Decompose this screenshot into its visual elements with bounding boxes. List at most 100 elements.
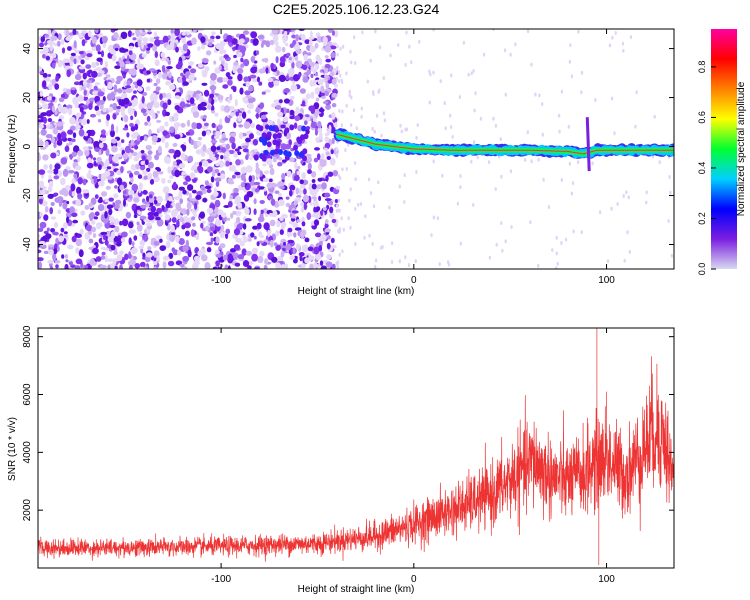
- speckle-dot: [239, 87, 244, 95]
- speckle-dot: [169, 234, 176, 242]
- speckle-dot: [97, 204, 105, 212]
- speckle-dot: [58, 137, 62, 144]
- speckle-dot: [286, 170, 292, 178]
- spectrogram-speckle: [38, 29, 674, 269]
- speckle-dot: [234, 221, 238, 229]
- speckle-dot: [77, 193, 83, 200]
- speckle-dot: [266, 131, 272, 138]
- speckle-dot: [253, 198, 257, 205]
- speckle-dot: [66, 216, 70, 224]
- speckle-dot: [201, 82, 208, 86]
- speckle-dot: [227, 76, 233, 80]
- speckle-dot: [335, 185, 338, 190]
- speckle-dot: [258, 186, 266, 190]
- speckle-dot: [268, 80, 275, 88]
- speckle-dot: [267, 77, 274, 83]
- speckle-dot: [94, 211, 100, 216]
- speckle-dot: [120, 106, 126, 114]
- speckle-dot: [145, 86, 151, 91]
- speckle-dot: [133, 214, 138, 219]
- speckle-dot: [252, 247, 258, 254]
- speckle-dot: [249, 156, 253, 160]
- speckle-dot: [341, 44, 345, 49]
- speckle-dot: [151, 135, 158, 143]
- speckle-dot: [206, 207, 214, 214]
- speckle-dot: [141, 155, 146, 162]
- speckle-dot: [252, 225, 258, 230]
- x-tick-label: -100: [211, 275, 231, 286]
- colorbar-tick-label: 0.4: [697, 162, 707, 175]
- speckle-dot: [153, 252, 158, 258]
- speckle-dot: [273, 80, 280, 87]
- speckle-dot: [218, 55, 225, 62]
- speckle-dot: [371, 241, 374, 246]
- speckle-dot: [223, 49, 227, 54]
- speckle-dot: [303, 188, 307, 195]
- speckle-dot: [299, 254, 303, 262]
- speckle-dot: [38, 233, 41, 239]
- speckle-dot: [372, 204, 376, 209]
- speckle-dot: [305, 129, 310, 135]
- speckle-dot: [608, 43, 612, 48]
- speckle-dot: [137, 211, 142, 216]
- speckle-dot: [295, 60, 303, 68]
- speckle-dot: [318, 195, 322, 201]
- speckle-dot: [138, 245, 144, 250]
- speckle-dot: [91, 226, 97, 233]
- speckle-dot: [560, 89, 564, 94]
- speckle-dot: [95, 222, 103, 228]
- speckle-dot: [93, 161, 97, 166]
- y-tick-label: -40: [22, 237, 33, 252]
- speckle-dot: [298, 187, 302, 196]
- speckle-dot: [219, 230, 225, 239]
- speckle-dot: [237, 116, 242, 122]
- speckle-dot: [207, 166, 213, 173]
- speckle-dot: [175, 46, 179, 53]
- speckle-dot: [479, 116, 483, 121]
- speckle-dot: [100, 50, 105, 58]
- speckle-dot: [136, 221, 140, 226]
- speckle-dot: [133, 197, 140, 203]
- speckle-dot: [253, 181, 261, 186]
- speckle-dot: [157, 71, 163, 79]
- speckle-dot: [271, 103, 277, 108]
- speckle-dot: [220, 105, 225, 112]
- speckle-dot: [54, 163, 61, 170]
- speckle-dot: [145, 144, 152, 151]
- speckle-dot: [129, 122, 134, 128]
- speckle-dot: [316, 153, 321, 161]
- speckle-dot: [259, 212, 264, 220]
- speckle-dot: [324, 142, 331, 149]
- speckle-dot: [269, 212, 274, 217]
- colorbar-label: Normalized spectral amplitude: [736, 81, 747, 216]
- speckle-dot: [57, 209, 61, 214]
- speckle-dot: [329, 157, 336, 166]
- speckle-dot: [110, 244, 116, 251]
- speckle-dot: [177, 249, 182, 256]
- speckle-dot: [338, 108, 341, 113]
- speckle-dot: [257, 256, 264, 264]
- speckle-dot: [248, 85, 254, 92]
- speckle-dot: [354, 207, 357, 211]
- speckle-dot: [275, 105, 282, 110]
- speckle-dot: [65, 36, 72, 42]
- speckle-dot: [282, 36, 288, 41]
- speckle-dot: [113, 218, 120, 226]
- speckle-dot: [92, 90, 99, 96]
- speckle-dot: [197, 165, 201, 171]
- speckle-dot: [243, 236, 249, 243]
- speckle-dot: [143, 38, 147, 47]
- speckle-dot: [89, 258, 96, 267]
- speckle-dot: [203, 122, 209, 127]
- speckle-dot: [432, 70, 435, 75]
- speckle-dot: [39, 212, 43, 217]
- speckle-dot: [316, 88, 320, 96]
- speckle-dot: [324, 219, 329, 225]
- speckle-dot: [234, 200, 239, 205]
- speckle-dot: [326, 128, 332, 134]
- speckle-dot: [86, 119, 90, 124]
- speckle-dot: [66, 69, 71, 78]
- speckle-dot: [55, 264, 59, 269]
- speckle-dot: [178, 186, 185, 191]
- x-tick-label: 0: [411, 574, 417, 585]
